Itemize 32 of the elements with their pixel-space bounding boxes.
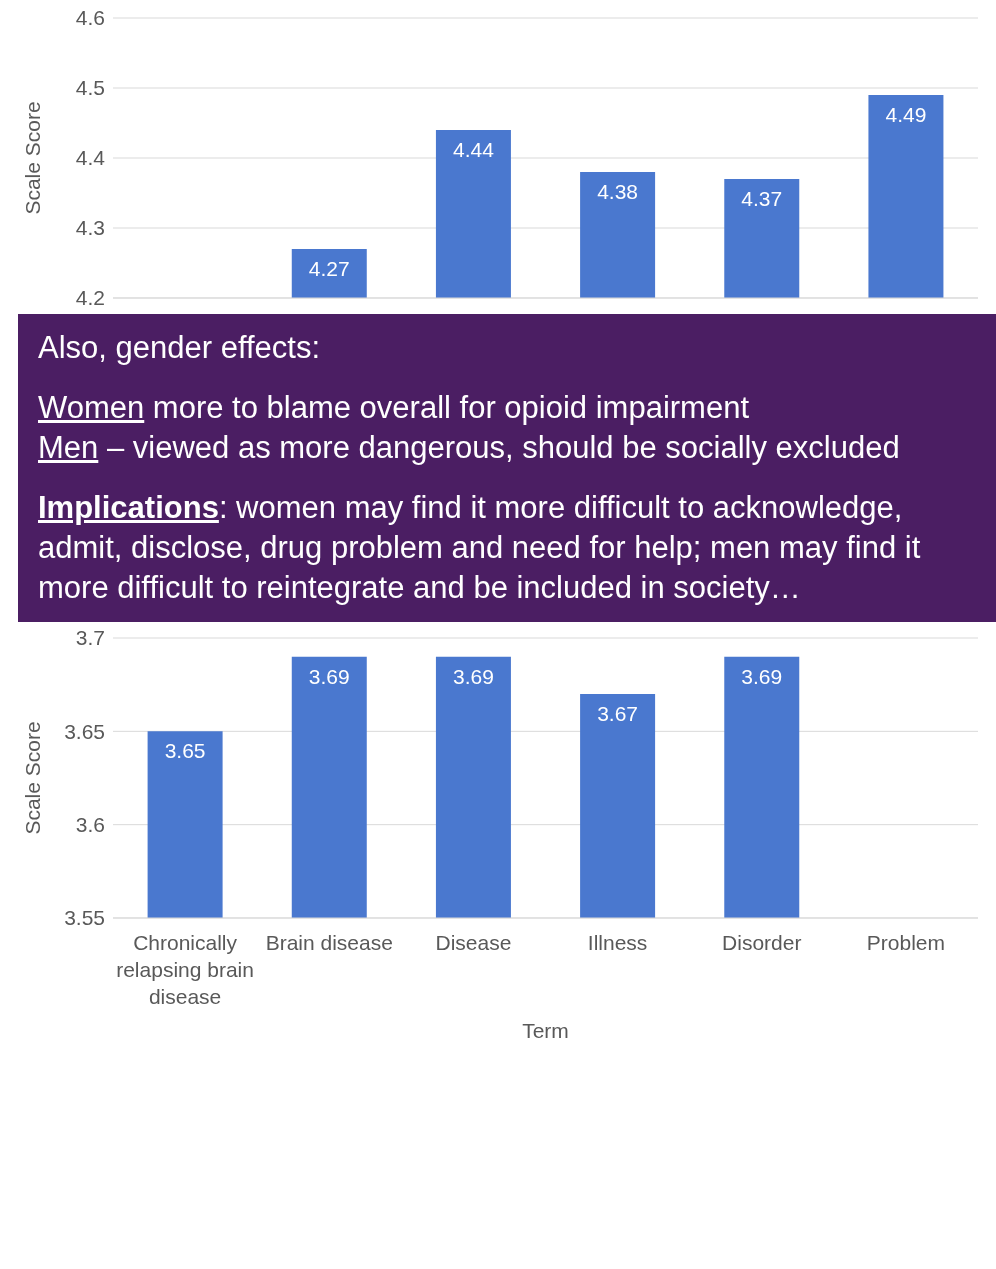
x-tick-label: Disorder xyxy=(722,931,802,954)
text: Implications: women may find it more difficult to acknowledge, admit, disclose, drug problem and need for help; men may find it more difficult to reintegrate and be included in society… xyxy=(38,489,922,607)
y-axis-title: Scale Score xyxy=(21,101,45,215)
data-label: 4.27 xyxy=(308,256,350,280)
y-tick-label: 3.6 xyxy=(75,813,105,837)
y-tick-label: 3.7 xyxy=(75,626,105,650)
y-tick-label: 4.3 xyxy=(75,216,105,240)
y-axis-title: Scale Score xyxy=(21,721,45,835)
x-tick-label: Illness xyxy=(587,931,648,954)
data-label: 3.67 xyxy=(597,701,639,725)
text: Women more to blame overall for opioid impairment xyxy=(38,389,750,427)
x-tick-label: Brain disease xyxy=(265,931,393,954)
y-tick-label: 3.55 xyxy=(64,906,105,930)
x-tick-label: Problem xyxy=(866,931,946,954)
data-label: 3.69 xyxy=(308,664,350,688)
x-tick-label: Disease xyxy=(435,931,512,954)
x-axis-title: Term xyxy=(522,1019,569,1042)
data-label: 4.49 xyxy=(885,102,927,126)
text: Men – viewed as more dangerous, should be socially excluded xyxy=(38,429,901,467)
data-label: 3.69 xyxy=(741,664,783,688)
data-label: 3.65 xyxy=(164,739,206,763)
y-tick-label: 3.65 xyxy=(64,719,105,743)
text: Also, gender effects: xyxy=(38,329,322,367)
y-tick-label: 4.6 xyxy=(75,6,105,30)
data-label: 3.69 xyxy=(453,664,494,688)
y-tick-label: 4.4 xyxy=(75,146,106,170)
data-label: 4.38 xyxy=(597,179,639,203)
y-tick-label: 4.2 xyxy=(75,286,105,310)
x-tick-label: Chronically relapsing brain disease xyxy=(116,931,254,1008)
data-label: 4.37 xyxy=(741,186,783,210)
data-label: 4.44 xyxy=(453,137,495,161)
y-tick-label: 4.5 xyxy=(75,76,105,100)
